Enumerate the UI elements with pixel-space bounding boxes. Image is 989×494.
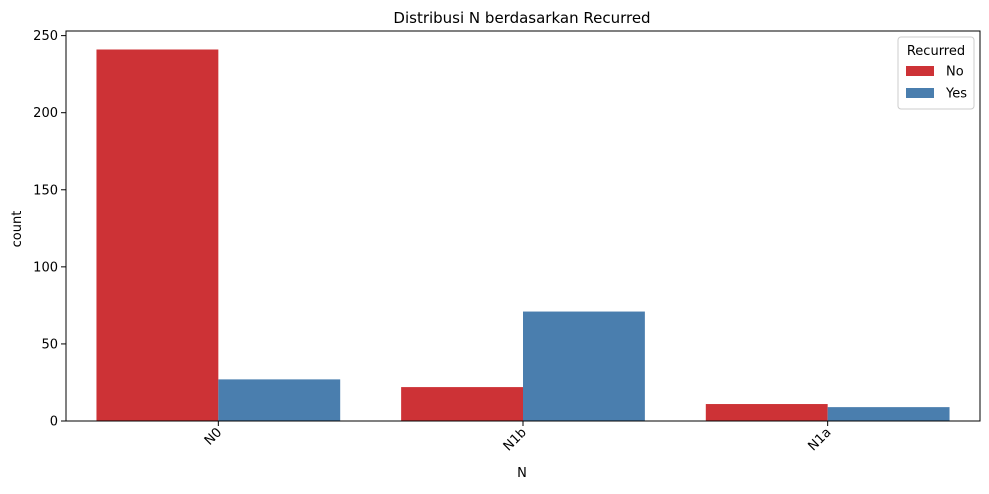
bar-no-n1b [401,387,523,421]
bars-layer [96,49,950,421]
y-axis-title: count [10,211,25,248]
x-axis-title: N [517,466,527,481]
bar-no-n1a [705,404,828,421]
y-tick-label: 250 [33,29,58,44]
legend: Recurred No Yes [897,36,975,110]
bar-yes-n0 [218,379,341,421]
y-tick-label: 100 [33,260,58,275]
chart-title: Distribusi N berdasarkan Recurred [393,9,650,27]
x-tick-label: N0 [202,425,225,448]
legend-swatch-yes [906,88,934,98]
y-tick-label: 0 [50,415,58,430]
y-tick-label: 50 [41,337,58,352]
legend-title: Recurred [907,44,965,59]
y-tick-label: 200 [33,106,58,121]
legend-swatch-no [906,66,934,76]
x-tick-label: N1a [806,425,835,454]
legend-label-no: No [946,65,964,80]
bar-yes-n1a [827,407,950,421]
x-tick-label: N1b [501,425,530,454]
y-tick-label: 150 [33,183,58,198]
legend-label-yes: Yes [945,87,967,102]
legend-entries: No Yes [906,65,967,102]
bar-no-n0 [96,49,219,421]
bar-yes-n1b [523,311,645,421]
